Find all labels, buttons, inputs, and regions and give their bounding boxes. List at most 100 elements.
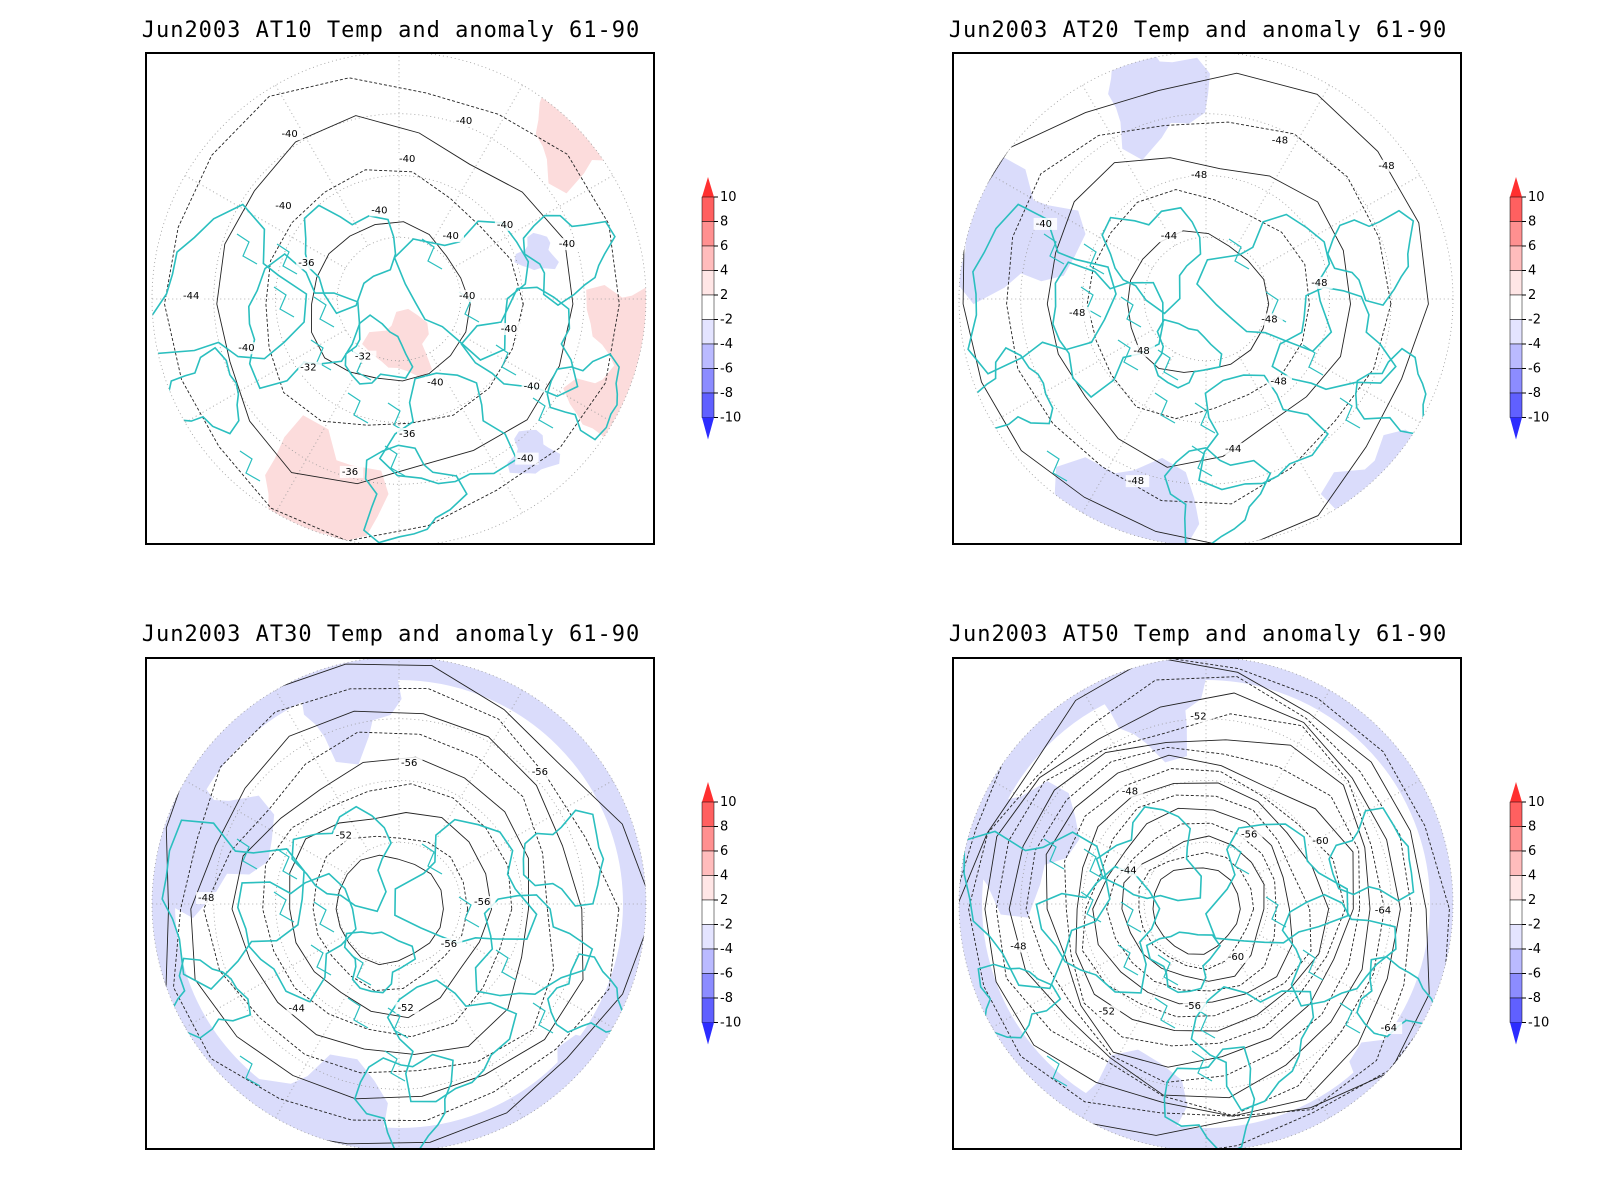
country-border [1302, 949, 1324, 981]
temperature-contour [289, 812, 493, 1019]
colorbar-tick-label: 6 [720, 239, 728, 254]
colorbar-segment [1509, 343, 1523, 369]
colorbar-tick-label: 4 [1528, 264, 1536, 279]
temperature-contour [962, 72, 1429, 543]
country-border [276, 848, 298, 880]
country-border [347, 997, 369, 1029]
coastline [344, 314, 414, 385]
contour-label: -40 [442, 231, 458, 242]
country-border [384, 1050, 406, 1082]
anomaly-region [507, 429, 561, 474]
colorbar-tick-label: 6 [720, 844, 728, 859]
colorbar-tick-label: -4 [720, 337, 733, 352]
country-border [532, 397, 554, 429]
colorbar-arrow-bottom [1510, 1022, 1522, 1045]
anomaly-region [959, 155, 1086, 305]
coastline [1204, 823, 1349, 944]
coastline [1163, 1046, 1256, 1148]
colorbar-arrow-top [1510, 782, 1522, 802]
country-border [1265, 896, 1287, 928]
temperature-contour [311, 221, 471, 382]
colorbar-segment [701, 343, 715, 369]
temperature-contour [959, 659, 1450, 1148]
anomaly-region [1320, 429, 1450, 543]
colorbar-tick-label: 8 [720, 215, 728, 230]
country-border [387, 1007, 409, 1039]
contour-label: -48 [1261, 314, 1277, 325]
colorbar-tick-label: 10 [1528, 795, 1545, 810]
coastline [291, 805, 392, 913]
colorbar-tick-label: -4 [1528, 942, 1541, 957]
anomaly-colorbar: 10 8 6 4 2 -2 -4 -6 -8 -10 [1508, 780, 1578, 1070]
coastline [1271, 286, 1397, 391]
coastline [546, 953, 624, 1034]
meridian-line [184, 780, 346, 874]
anomaly-region [959, 780, 1080, 918]
coastline [353, 1053, 454, 1148]
contour-label: -32 [300, 363, 316, 374]
coastline [1052, 261, 1164, 399]
meridian-line [429, 84, 523, 246]
country-border [310, 339, 332, 371]
latitude-circle [213, 718, 585, 1090]
coastline [394, 818, 538, 944]
colorbar-tick-label: 8 [720, 820, 728, 835]
anomaly-region [518, 1034, 646, 1148]
meridian-line [1236, 689, 1330, 851]
anomaly-region [152, 769, 275, 919]
colorbar-segment [1509, 850, 1523, 876]
contour-label: -36 [342, 467, 358, 478]
meridian-line [184, 175, 346, 269]
contour-label: -64 [1375, 906, 1391, 917]
colorbar-segment [1509, 368, 1523, 394]
meridian-line [452, 175, 614, 269]
coastline [1153, 318, 1223, 389]
contour-label: -40 [497, 220, 513, 231]
coastline [1095, 806, 1203, 902]
colorbar-tick-label: -4 [720, 942, 733, 957]
meridian-line [452, 780, 614, 874]
map-boundary [151, 659, 647, 1148]
colorbar-segment [1509, 973, 1523, 999]
country-border [1043, 233, 1065, 265]
polar-map-at10: -40 -40 -40 -40 -40 -36 -36 -32 -32 -40 -44 -36 -40 -… [145, 52, 655, 545]
meridian-line [1259, 780, 1421, 874]
country-border [236, 233, 258, 265]
anomaly-region [296, 659, 402, 765]
temperature-contour [1152, 867, 1241, 955]
temperature-contour [262, 783, 513, 1038]
contour-label: -40 [399, 154, 415, 165]
country-border [313, 296, 335, 328]
colorbar-tick-label: 2 [1528, 893, 1536, 908]
country-border [1117, 339, 1139, 371]
meridian-line [1236, 957, 1330, 1119]
colorbar-segment [701, 294, 715, 320]
meridian-line [429, 352, 523, 514]
panel-title: Jun2003 AT20 Temp and anomaly 61-90 [948, 18, 1448, 43]
polar-map-at50: -60 -56 -52 -48 -44 -48 -52 -56 -60 -64 -64 [952, 657, 1462, 1150]
colorbar-tick-label: -8 [720, 991, 733, 1006]
meridian-line [429, 957, 523, 1119]
country-border [1046, 450, 1068, 482]
coastline [1190, 986, 1315, 1112]
contour-label: -40 [238, 343, 254, 354]
contour-label: -60 [1312, 836, 1328, 847]
contour-label: -48 [1133, 346, 1149, 357]
colorbar-tick-label: 10 [1528, 190, 1545, 205]
temperature-contour [1045, 754, 1354, 1068]
contour-label: -60 [1228, 952, 1244, 963]
contour-label: -44 [1225, 444, 1241, 455]
contour-label: -40 [427, 378, 443, 389]
coastline [386, 979, 518, 1103]
colorbar-segment [1509, 270, 1523, 296]
contour-label: -56 [1185, 1001, 1201, 1012]
temperature-contour [216, 115, 574, 485]
country-border [1157, 349, 1179, 381]
colorbar-arrow-top [1510, 177, 1522, 197]
coastline [1101, 206, 1202, 315]
contour-label: -36 [399, 429, 415, 440]
latitude-circle [1082, 780, 1330, 1028]
colorbar-segment [701, 948, 715, 974]
temperature-contour [959, 659, 1430, 1136]
temperature-contour [164, 77, 620, 542]
